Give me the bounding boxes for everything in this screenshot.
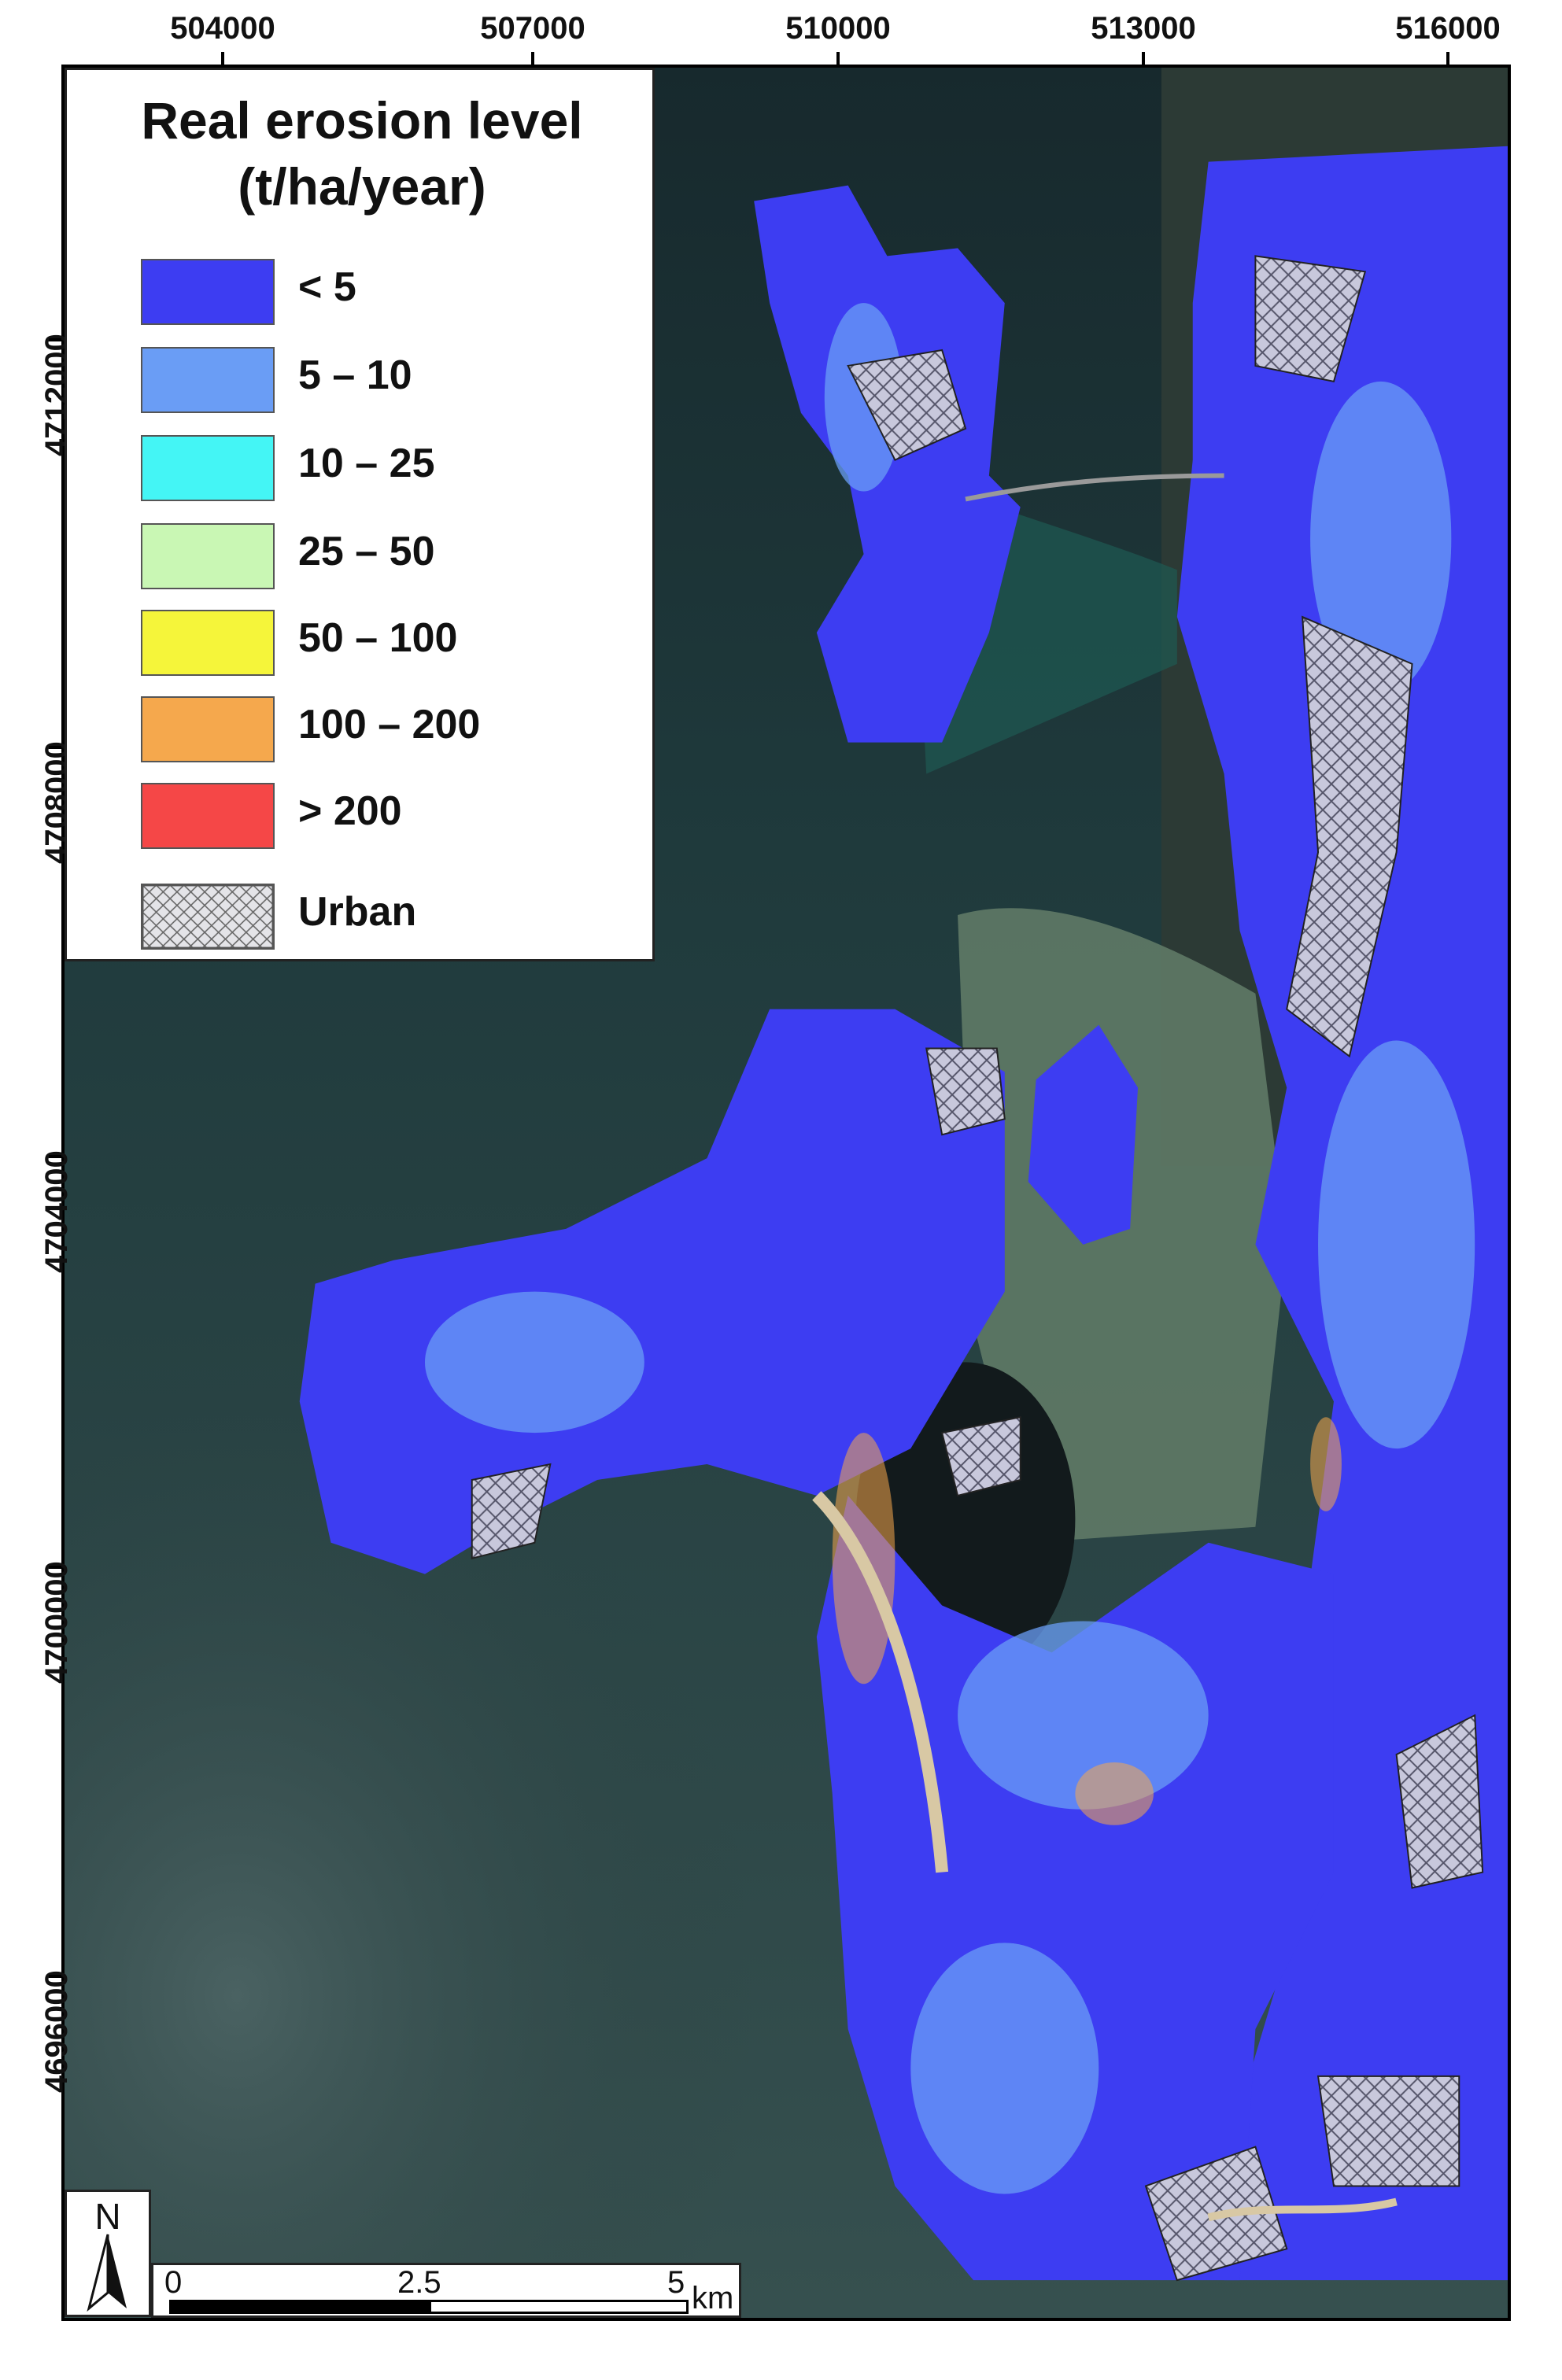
x-tick-label: 510000	[785, 11, 891, 46]
scale-label-0: 0	[164, 2265, 183, 2300]
x-tick	[836, 52, 840, 65]
north-arrow: N	[65, 2190, 151, 2317]
erosion-mid-patches	[425, 303, 1475, 2194]
x-tick-label: 516000	[1395, 11, 1501, 46]
x-tick-label: 507000	[480, 11, 585, 46]
legend-swatch	[141, 259, 275, 325]
scale-unit: km	[692, 2281, 734, 2315]
scale-bar-black	[169, 2300, 429, 2314]
central-islet	[1028, 1024, 1139, 1245]
x-tick	[221, 52, 224, 65]
legend-label: < 5	[298, 264, 356, 310]
legend-swatch	[141, 347, 275, 413]
x-tick	[1142, 52, 1145, 65]
y-tick	[49, 338, 61, 341]
y-tick	[49, 1155, 61, 1158]
y-tick-label: 4704000	[39, 1150, 74, 1273]
bridge	[965, 473, 1224, 502]
y-tick-label: 4696000	[39, 1970, 74, 2093]
scale-bar-white	[429, 2300, 689, 2314]
legend-swatch	[141, 610, 275, 676]
west-peninsula	[299, 1009, 1005, 1574]
legend-title-line1: Real erosion level	[141, 91, 583, 149]
y-tick-label: 4700000	[39, 1561, 74, 1684]
legend-swatch	[141, 696, 275, 762]
legend-label: 10 – 25	[298, 441, 435, 486]
x-tick-label: 513000	[1091, 11, 1196, 46]
legend-swatch	[141, 523, 275, 589]
x-tick	[531, 52, 534, 65]
north-label: N	[94, 2196, 121, 2237]
north-arrow-icon	[87, 2234, 127, 2312]
legend-title: Real erosion level (t/ha/year)	[67, 87, 657, 220]
legend-label: 25 – 50	[298, 529, 435, 574]
legend-label: > 200	[298, 788, 402, 834]
legend-label: 5 – 10	[298, 352, 412, 398]
y-tick	[49, 746, 61, 749]
legend: Real erosion level (t/ha/year) < 5 5 – 1…	[65, 68, 655, 961]
legend-label: 100 – 200	[298, 702, 481, 747]
urban-hatch-swatch	[141, 884, 275, 950]
legend-title-line2: (t/ha/year)	[238, 157, 486, 216]
x-tick-label: 504000	[170, 11, 275, 46]
scale-bar: 0 2.5 5 km	[151, 2263, 741, 2318]
x-tick	[1446, 52, 1449, 65]
legend-label: 50 – 100	[298, 615, 458, 661]
scale-label-2-5: 2.5	[397, 2265, 441, 2300]
legend-swatch	[141, 435, 275, 501]
legend-label-urban: Urban	[298, 889, 417, 935]
y-tick	[49, 1975, 61, 1978]
beach	[812, 1491, 949, 1873]
beach-south	[1207, 2197, 1398, 2222]
y-tick	[49, 1566, 61, 1569]
legend-swatch	[141, 783, 275, 849]
scale-label-5: 5	[667, 2265, 685, 2300]
